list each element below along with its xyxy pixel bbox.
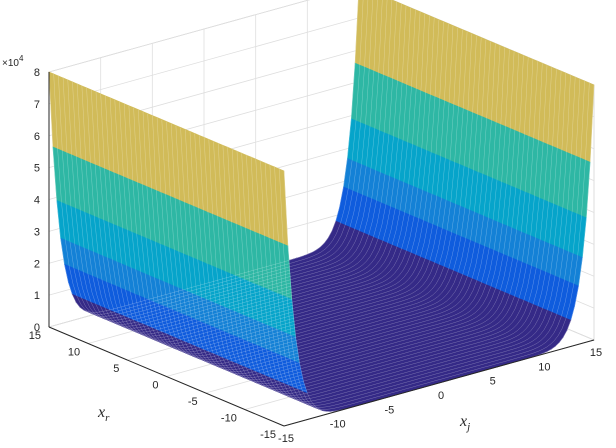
x-tick-label: 15 [29, 330, 41, 342]
x-axis-label: xr [97, 404, 110, 424]
z-multiplier-base: ×10 [2, 58, 19, 69]
z-tick-label: 3 [34, 226, 40, 238]
z-tick-label: 1 [34, 290, 40, 302]
z-tick-label: 2 [34, 258, 40, 270]
z-tick-label: 5 [34, 163, 40, 175]
y-axis-label-base: x [459, 413, 467, 430]
x-tick-label: -10 [221, 413, 237, 425]
z-multiplier-label: ×104 [2, 54, 24, 69]
x-axis-label-sub: r [105, 412, 110, 424]
surface-mesh [48, 0, 595, 412]
z-tick-label: 7 [34, 99, 40, 111]
x-tick-label: -5 [188, 396, 198, 408]
x-tick-label: -15 [260, 429, 276, 441]
x-tick-label: 5 [113, 363, 119, 375]
y-axis-label: xj [459, 413, 470, 433]
y-tick-label: 15 [590, 347, 602, 359]
y-tick-label: -10 [330, 419, 346, 431]
y-tick-label: -5 [384, 404, 394, 416]
z-multiplier-exponent: 4 [19, 54, 24, 63]
y-tick-label: 0 [438, 390, 444, 402]
y-tick-label: -15 [278, 433, 294, 445]
x-tick-label: 0 [152, 380, 158, 392]
z-tick-label: 6 [34, 131, 40, 143]
y-tick-label: 5 [490, 376, 496, 388]
y-tick-label: 10 [538, 361, 550, 373]
z-tick-label: 8 [34, 67, 40, 79]
x-axis-label-base: x [97, 404, 105, 421]
z-tick-label: 4 [34, 195, 40, 207]
x-tick-label: 10 [68, 347, 80, 359]
